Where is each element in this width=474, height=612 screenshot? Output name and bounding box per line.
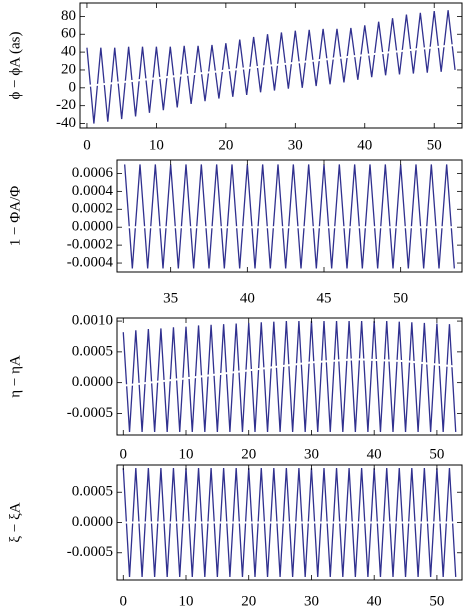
x-tick-label: 50 — [427, 137, 442, 153]
x-tick-label: 20 — [241, 593, 256, 609]
x-tick-label: 10 — [179, 593, 194, 609]
y-tick-label: 40 — [61, 44, 76, 60]
x-tick-label: 50 — [429, 593, 444, 609]
y-tick-label: 0.0002 — [72, 201, 113, 217]
x-tick-label: 10 — [179, 446, 194, 462]
x-tick-label: 40 — [367, 446, 382, 462]
x-tick-label: 0 — [120, 446, 128, 462]
x-tick-label: 30 — [288, 137, 303, 153]
y-tick-label: -0.0002 — [67, 237, 113, 253]
data-line — [122, 321, 457, 432]
y-tick-label: 0.0005 — [72, 343, 113, 359]
y-tick-label: 0.0010 — [72, 313, 113, 329]
x-tick-label: 50 — [429, 446, 444, 462]
y-tick-label: 20 — [61, 61, 76, 77]
data-line — [124, 164, 455, 269]
y-tick-label: 0.0000 — [72, 219, 113, 235]
x-tick-label: 40 — [367, 593, 382, 609]
plot-frame — [116, 159, 463, 273]
x-tick-label: 35 — [163, 290, 178, 306]
x-tick-label: 30 — [304, 593, 319, 609]
y-tick-label: 0 — [69, 79, 77, 95]
x-tick-label: 30 — [304, 446, 319, 462]
data-line — [86, 10, 456, 124]
x-tick-label: 20 — [241, 446, 256, 462]
y-tick-label: -0.0005 — [67, 544, 113, 560]
x-tick-label: 0 — [120, 593, 128, 609]
y-tick-label: -0.0005 — [67, 405, 113, 421]
y-axis-label: η − ηA — [7, 355, 23, 398]
y-axis-label: ϕ − ϕA (as) — [7, 32, 23, 100]
x-tick-label: 40 — [357, 137, 372, 153]
x-tick-label: 10 — [149, 137, 164, 153]
x-tick-label: 45 — [317, 290, 332, 306]
y-tick-label: -40 — [56, 115, 76, 131]
plot-frame — [116, 317, 463, 436]
y-tick-label: 0.0000 — [72, 374, 113, 390]
y-tick-label: 0.0004 — [72, 183, 114, 199]
x-tick-label: 0 — [83, 137, 91, 153]
y-axis-label: ξ − ξA — [7, 502, 23, 542]
y-tick-label: 0.0000 — [72, 514, 113, 530]
y-tick-label: -0.0004 — [67, 254, 114, 270]
x-tick-label: 50 — [393, 290, 408, 306]
y-tick-label: 80 — [61, 8, 76, 24]
plot-frame — [79, 2, 463, 129]
y-tick-label: -20 — [56, 97, 76, 113]
x-tick-label: 40 — [240, 290, 255, 306]
x-tick-label: 20 — [218, 137, 233, 153]
y-tick-label: 60 — [61, 26, 76, 42]
y-axis-label: 1 − ΦA/Φ — [7, 186, 23, 246]
y-tick-label: 0.0005 — [72, 484, 113, 500]
data-line — [123, 358, 456, 387]
y-tick-label: 0.0006 — [72, 165, 114, 181]
data-line — [86, 43, 456, 88]
